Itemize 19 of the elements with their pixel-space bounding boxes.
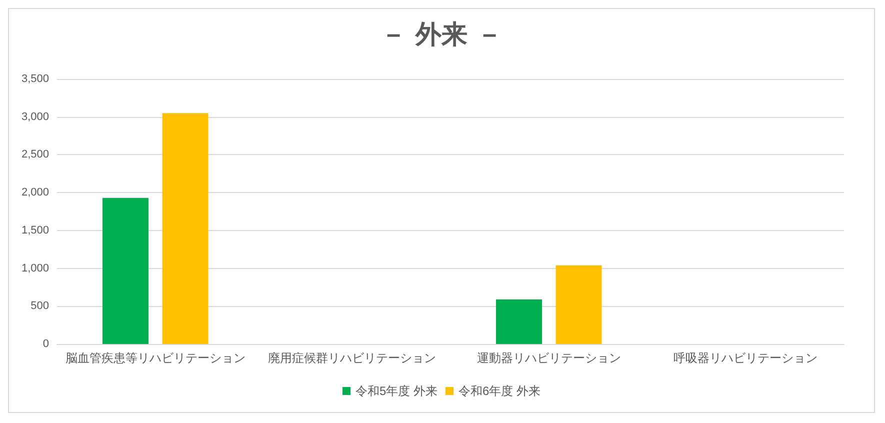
legend-label: 令和5年度 外来 <box>355 384 438 398</box>
y-tick-label: 2,500 <box>21 148 49 161</box>
bar <box>102 198 148 344</box>
x-tick-label: 脳血管疾患等リハビリテーション <box>65 351 246 365</box>
legend-label: 令和6年度 外来 <box>458 384 541 398</box>
bar <box>496 299 542 344</box>
y-tick-label: 1,000 <box>21 262 49 274</box>
bar <box>556 265 602 344</box>
y-tick-label: 500 <box>30 300 49 312</box>
x-tick-label: 呼吸器リハビリテーション <box>674 351 818 365</box>
y-tick-label: 3,500 <box>21 73 49 85</box>
y-tick-label: 0 <box>42 338 49 350</box>
chart-title: － 外来 － <box>380 20 503 50</box>
y-tick-label: 1,500 <box>21 224 49 236</box>
bar <box>162 113 208 344</box>
x-tick-label: 廃用症候群リハビリテーション <box>268 351 436 365</box>
y-tick-label: 3,000 <box>21 110 49 123</box>
y-tick-label: 2,000 <box>21 186 49 199</box>
x-tick-label: 運動器リハビリテーション <box>476 351 621 365</box>
